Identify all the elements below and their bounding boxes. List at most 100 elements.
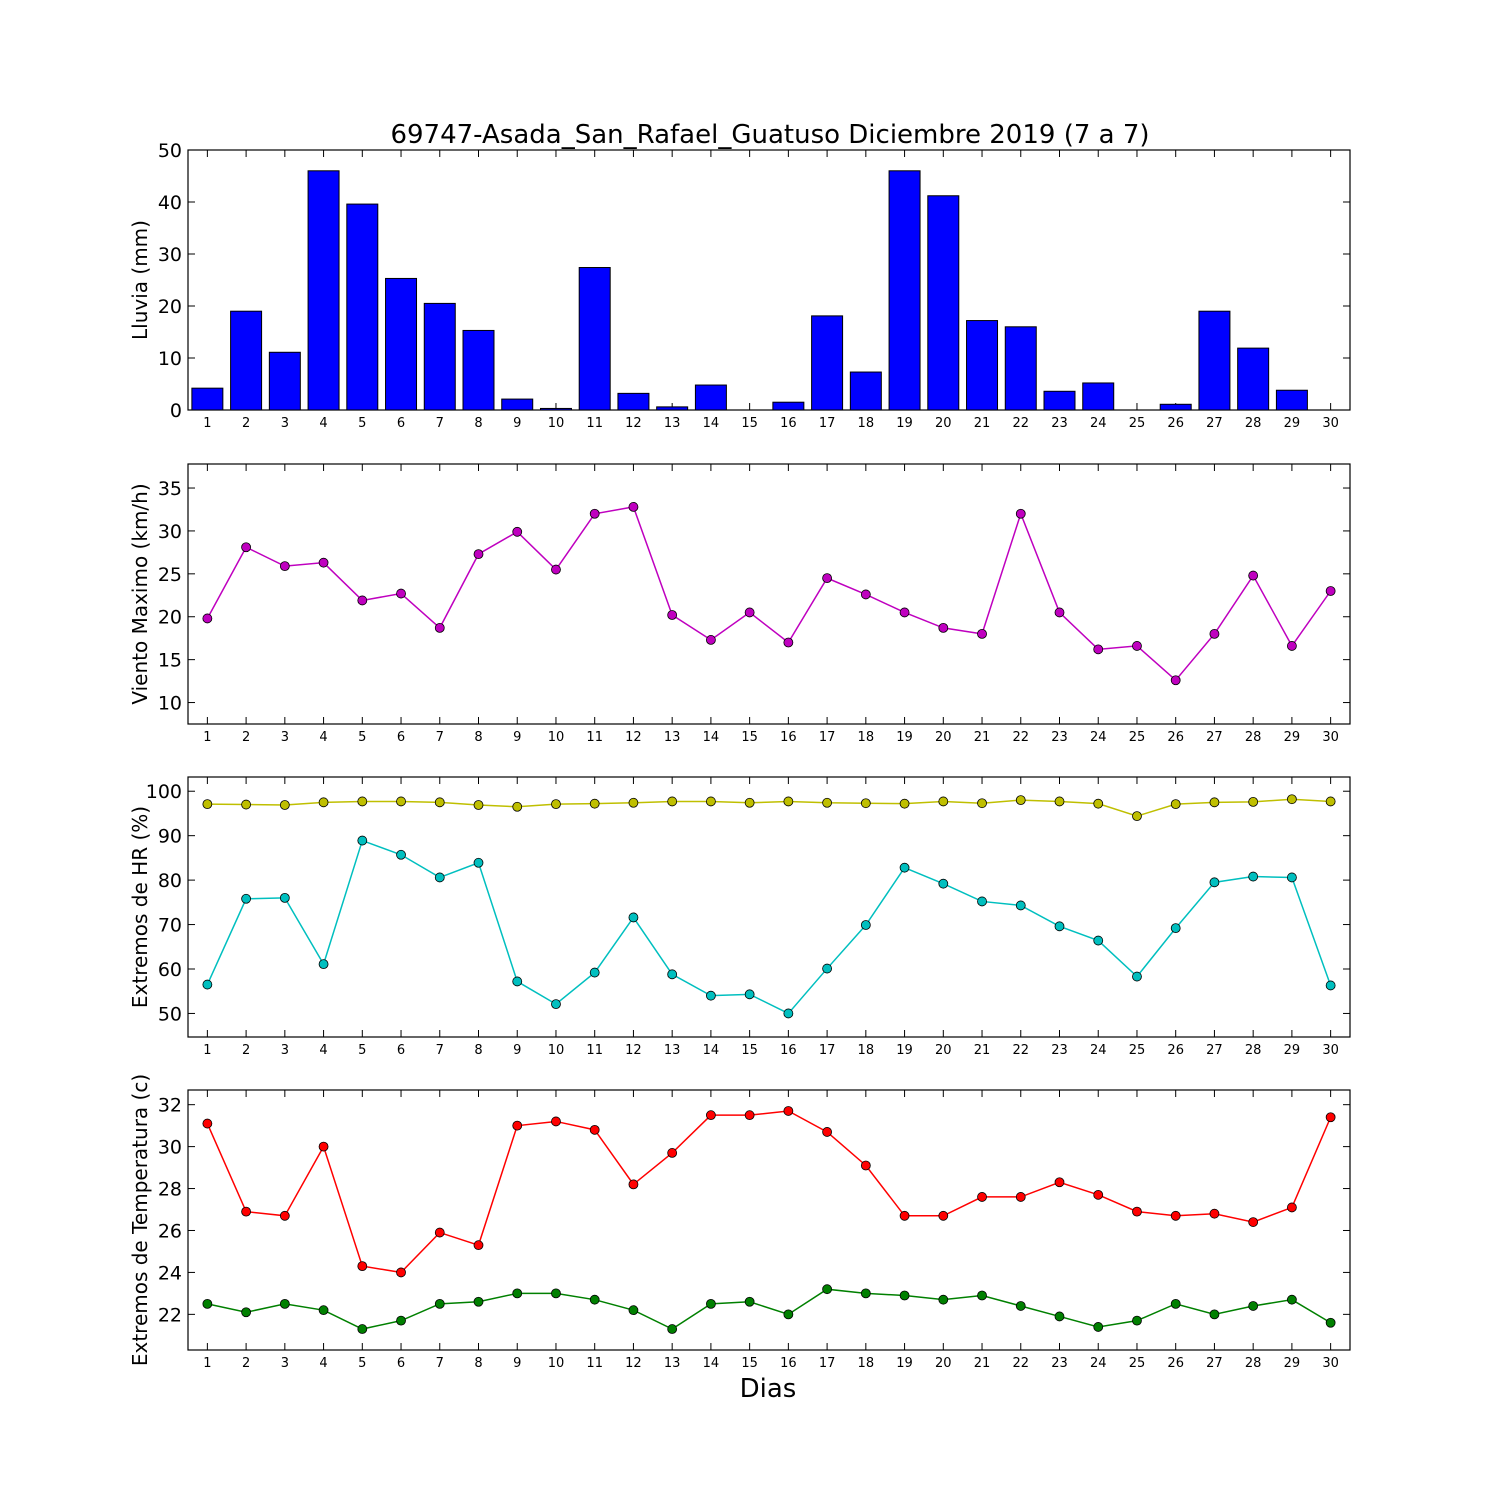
data-point: [899, 1210, 910, 1221]
data-point: [473, 1240, 484, 1251]
data-point: [744, 1296, 755, 1307]
data-point: [1093, 1322, 1104, 1332]
bar: [1275, 389, 1308, 411]
data-point: [589, 508, 600, 519]
x-tick-label: 22: [1012, 730, 1029, 745]
x-tick-label: 2: [242, 1043, 250, 1058]
data-point: [1209, 1309, 1220, 1320]
y-axis-label: Lluvia (mm): [128, 220, 152, 340]
x-tick-label: 29: [1284, 730, 1301, 745]
x-tick-label: 6: [397, 416, 405, 431]
data-point: [860, 589, 871, 600]
bar: [966, 320, 999, 411]
x-tick-label: 15: [741, 1356, 758, 1371]
data-point: [241, 1307, 252, 1318]
bar: [1082, 382, 1115, 411]
x-tick-label: 5: [358, 1043, 366, 1058]
data-point: [899, 1290, 910, 1301]
data-point: [357, 1261, 368, 1272]
x-tick-label: 22: [1012, 1043, 1029, 1058]
data-point: [1093, 935, 1104, 946]
x-tick-label: 8: [474, 1043, 482, 1058]
x-tick-label: 18: [858, 730, 875, 745]
x-tick-label: 5: [358, 416, 366, 431]
x-tick-label: 11: [586, 1356, 603, 1371]
x-tick-label: 17: [819, 1356, 836, 1371]
bar: [501, 398, 534, 411]
bar: [307, 170, 340, 411]
data-point: [860, 798, 871, 809]
x-tick-label: 7: [436, 416, 444, 431]
data-point: [1325, 586, 1336, 596]
bar: [1237, 347, 1270, 411]
x-tick-label: 24: [1090, 416, 1107, 431]
data-point: [434, 622, 445, 633]
data-point: [357, 1324, 368, 1334]
data-point: [434, 1298, 445, 1309]
x-tick-label: 12: [625, 416, 642, 431]
data-point: [1093, 798, 1104, 809]
data-point: [977, 1290, 987, 1301]
bar: [578, 267, 611, 411]
data-point: [279, 561, 290, 572]
data-point: [1132, 971, 1142, 982]
data-point: [1170, 799, 1181, 810]
x-tick-label: 8: [474, 1356, 482, 1371]
x-tick-label: 21: [974, 416, 991, 431]
data-point: [1054, 796, 1065, 807]
data-point: [512, 801, 523, 812]
data-point: [589, 1294, 600, 1305]
x-tick-label: 29: [1284, 1356, 1301, 1371]
x-tick-label: 27: [1206, 1356, 1223, 1371]
x-tick-label: 1: [203, 1356, 211, 1371]
x-tick-label: 28: [1245, 1356, 1262, 1371]
data-point: [357, 595, 368, 606]
x-tick-label: 30: [1322, 730, 1339, 745]
x-tick-label: 10: [548, 1043, 565, 1058]
data-point: [706, 635, 716, 645]
data-point: [1325, 1112, 1336, 1123]
x-tick-label: 29: [1284, 416, 1301, 431]
x-tick-label: 30: [1322, 416, 1339, 431]
y-tick-label: 100: [146, 781, 182, 803]
x-tick-label: 12: [625, 730, 642, 745]
x-tick-label: 24: [1090, 730, 1107, 745]
x-tick-label: 4: [319, 730, 327, 745]
y-tick-label: 40: [158, 192, 182, 214]
data-point: [1170, 1210, 1181, 1221]
x-tick-label: 26: [1167, 1356, 1184, 1371]
plot-frame: [187, 1089, 1351, 1351]
data-point: [977, 629, 987, 639]
data-point: [396, 588, 406, 599]
y-tick-label: 20: [158, 607, 182, 629]
x-tick-label: 7: [436, 1043, 444, 1058]
data-point: [744, 797, 755, 808]
x-tick-label: 21: [974, 1043, 991, 1058]
data-point: [202, 979, 213, 990]
data-point: [860, 1160, 871, 1171]
data-point: [434, 797, 445, 808]
y-tick-label: 35: [158, 478, 182, 500]
data-point: [1325, 980, 1336, 991]
y-tick-label: 15: [158, 650, 182, 672]
data-point: [860, 1288, 871, 1299]
data-point: [202, 1118, 213, 1129]
data-point: [202, 613, 213, 624]
x-tick-label: 14: [703, 416, 720, 431]
data-point: [396, 1315, 406, 1326]
data-point: [241, 893, 252, 904]
bar: [849, 371, 882, 411]
data-point: [1287, 872, 1297, 883]
data-point: [899, 862, 910, 873]
data-point: [1325, 1317, 1336, 1328]
x-axis-label: Dias: [740, 1374, 797, 1404]
data-point: [551, 1116, 561, 1127]
data-point: [1287, 641, 1297, 651]
x-tick-label: 6: [397, 1356, 405, 1371]
data-point: [744, 607, 755, 618]
data-point: [473, 800, 484, 810]
x-tick-label: 7: [436, 1356, 444, 1371]
data-point: [1015, 508, 1026, 519]
